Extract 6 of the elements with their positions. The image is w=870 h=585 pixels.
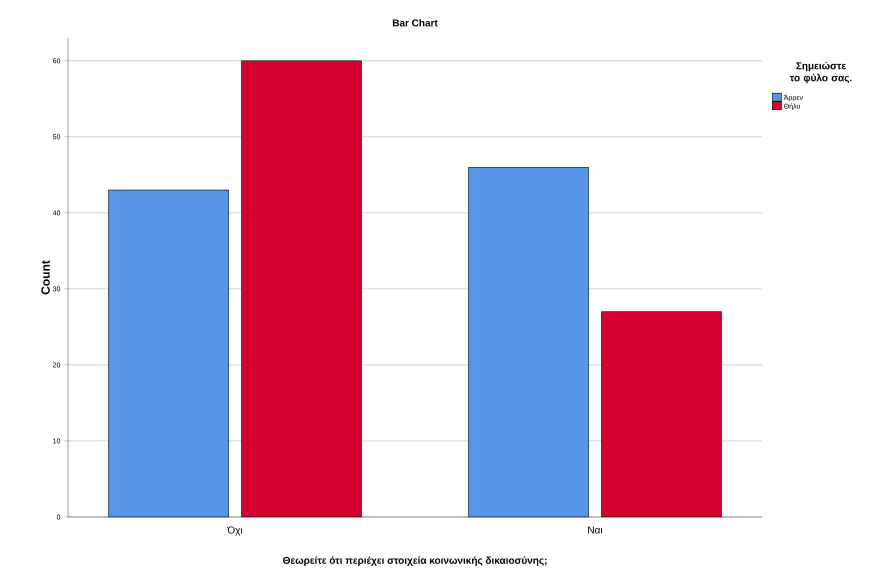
x-tick-label: Ναι [588, 526, 602, 534]
chart-title: Bar Chart [392, 19, 438, 26]
x-tick-label: Όχι [227, 526, 242, 536]
x-axis-title: Θεωρείτε ότι περιέχει στοιχεία κοινωνικής δικαιοσύνης; [283, 556, 546, 566]
y-axis-title: Count [41, 260, 50, 294]
legend-title: Σημειώστε το φύλο σας. [790, 62, 852, 84]
